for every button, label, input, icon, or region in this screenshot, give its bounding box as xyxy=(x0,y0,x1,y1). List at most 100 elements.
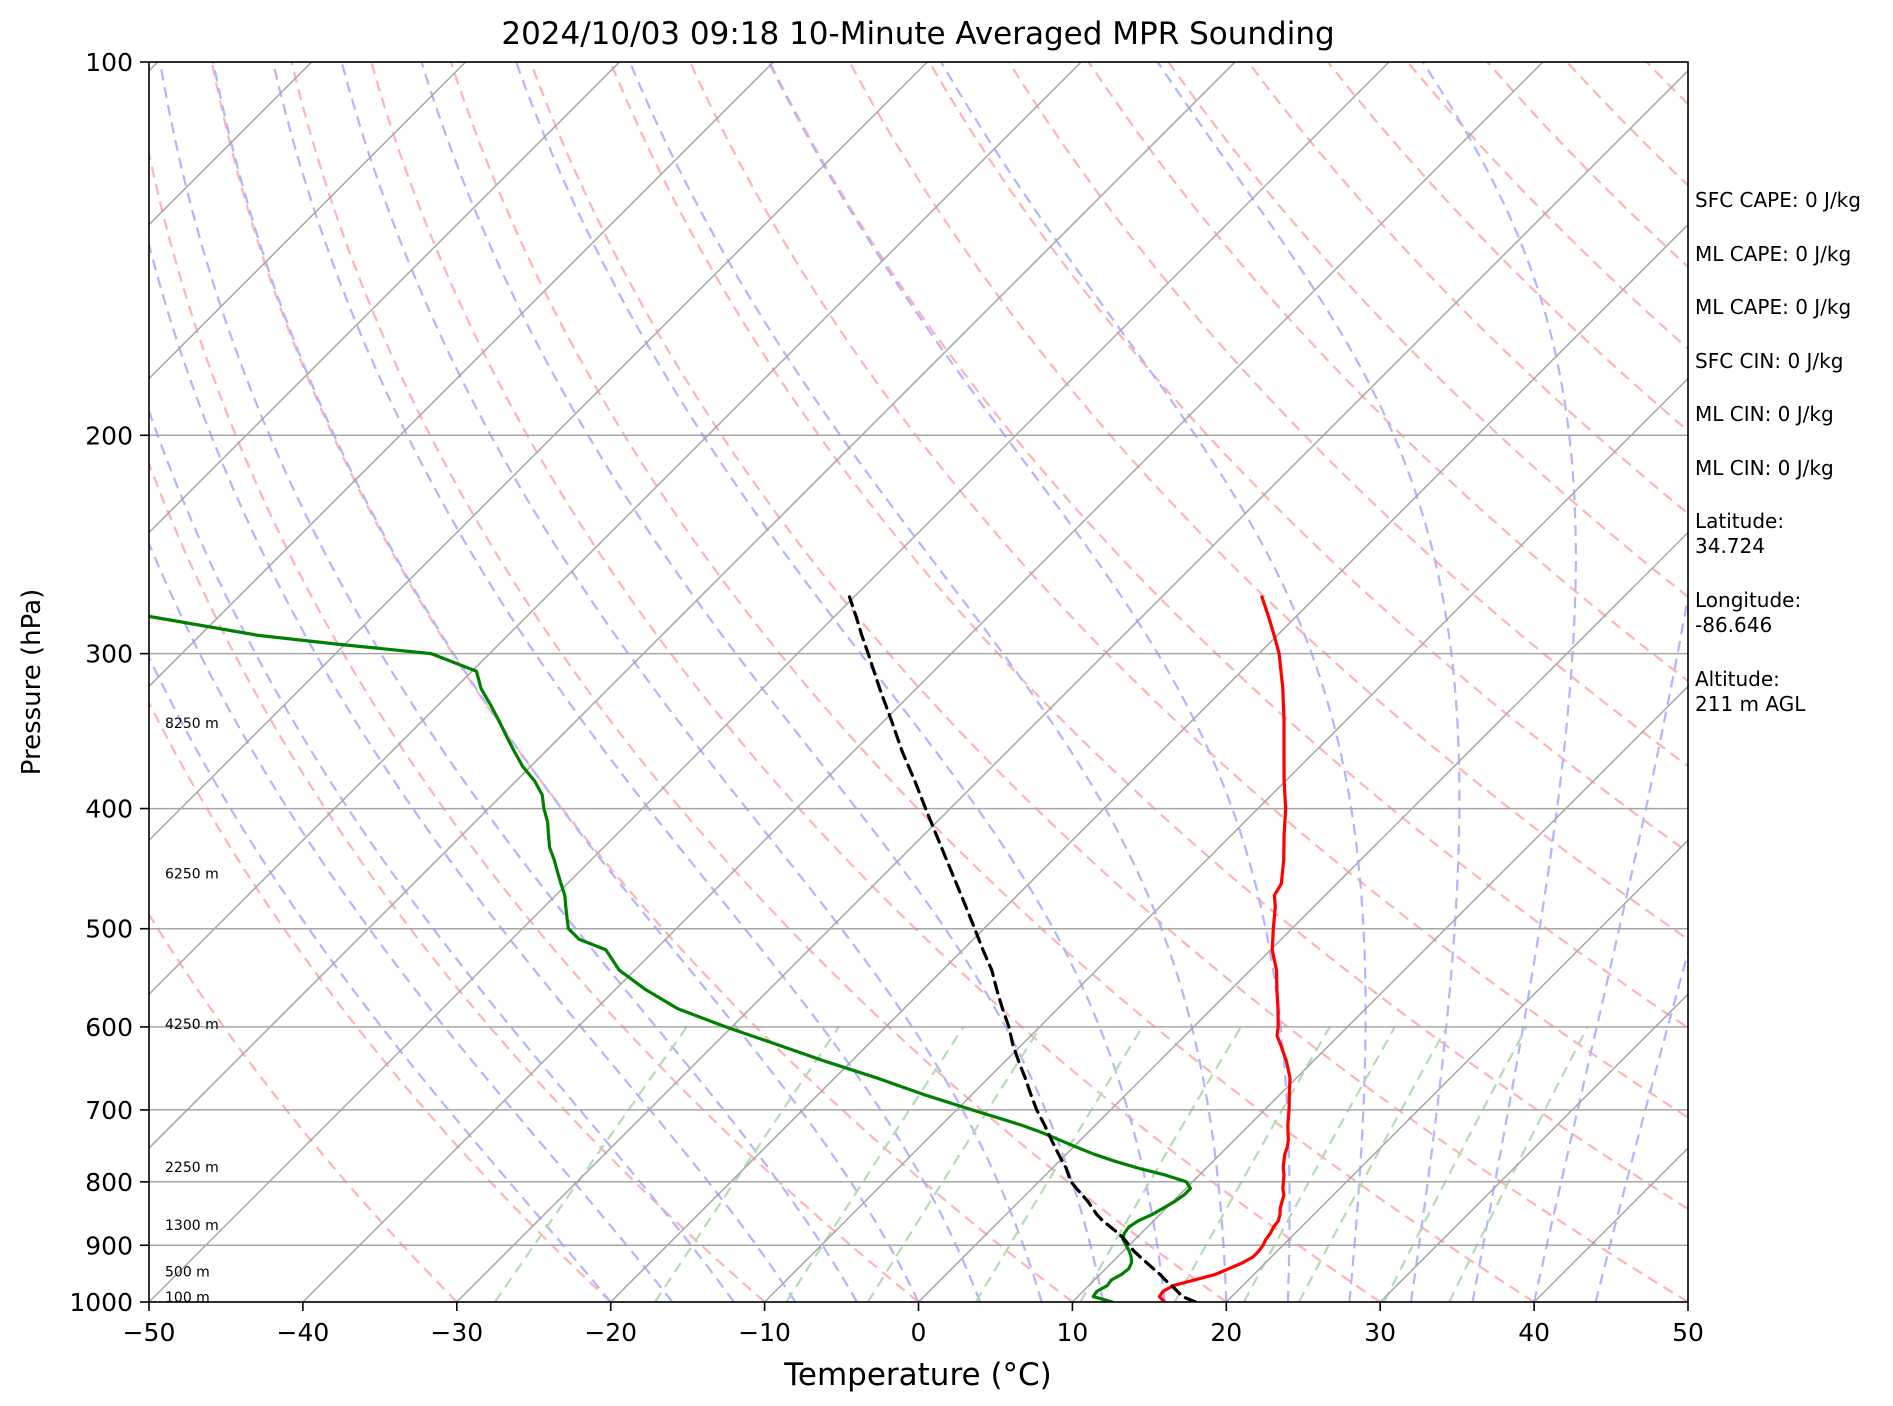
isotherm-line xyxy=(149,62,928,842)
x-tick-label: −20 xyxy=(584,1318,637,1347)
x-tick-label: −50 xyxy=(123,1318,176,1347)
x-tick-label: 50 xyxy=(1672,1318,1704,1347)
longitude-value: -86.646 xyxy=(1695,613,1773,637)
latitude-label: Latitude: xyxy=(1695,509,1785,533)
altitude-value: 211 m AGL xyxy=(1695,692,1806,716)
moist-adiabat-line xyxy=(515,62,1166,1302)
dry-adiabat-line xyxy=(1008,62,1688,768)
y-tick-label: 200 xyxy=(85,421,133,450)
x-axis-label: Temperature (°C) xyxy=(783,1357,1052,1393)
mixing-ratio-line xyxy=(653,1026,840,1302)
x-tick-label: 10 xyxy=(1056,1318,1088,1347)
y-tick-label: 800 xyxy=(85,1168,133,1197)
isotherm-line xyxy=(764,377,1688,1302)
height-label: 6250 m xyxy=(165,866,219,882)
moist-adiabat-line xyxy=(149,540,674,1302)
dry-adiabat-line xyxy=(449,62,1535,1302)
mixing-ratio-line xyxy=(1383,1026,1528,1302)
height-label: 100 m xyxy=(165,1290,210,1306)
altitude-label: Altitude: xyxy=(1695,667,1780,691)
isotherm-line xyxy=(149,62,467,380)
stat-ml-cape-2: ML CAPE: 0 J/kg xyxy=(1695,295,1852,319)
longitude-info: Longitude: -86.646 xyxy=(1695,588,1885,667)
temperature-trace xyxy=(1157,595,1292,1302)
dry-adiabat-line xyxy=(370,62,1381,1302)
moist-adiabat-line xyxy=(1421,62,1577,1302)
dewpoint-trace xyxy=(149,614,1193,1302)
mixing-ratio-line xyxy=(974,1026,1144,1302)
background-lines xyxy=(0,62,1688,1302)
height-label: 4250 m xyxy=(165,1017,219,1033)
dry-adiabat-line xyxy=(149,912,458,1302)
y-tick-label: 600 xyxy=(85,1013,133,1042)
y-tick-label: 1000 xyxy=(69,1288,133,1317)
stat-ml-cape: ML CAPE: 0 J/kg xyxy=(1695,241,1852,266)
mixing-ratio-line xyxy=(785,1026,965,1302)
isotherm-line xyxy=(302,62,1544,1302)
moist-adiabat-line xyxy=(420,62,1105,1302)
moist-adiabat-line xyxy=(158,62,858,1302)
dry-adiabat-line xyxy=(149,460,766,1302)
y-tick-label: 400 xyxy=(85,795,133,824)
mixing-ratio-line xyxy=(1298,1026,1448,1302)
dry-adiabat-line xyxy=(689,62,1688,1119)
x-tick-label: −40 xyxy=(277,1318,330,1347)
longitude-label: Longitude: xyxy=(1695,588,1802,612)
stat-ml-cin: ML CIN: 0 J/kg xyxy=(1695,402,1834,426)
dry-adiabat-line xyxy=(928,62,1688,854)
mixing-ratio-line xyxy=(493,1026,688,1302)
dry-adiabat-line xyxy=(1406,62,1688,351)
moist-adiabat-line xyxy=(149,240,797,1302)
x-tick-label: 0 xyxy=(911,1318,927,1347)
isotherm-line xyxy=(1071,685,1688,1302)
isotherm-line xyxy=(456,69,1688,1302)
moist-adiabat-line xyxy=(149,655,612,1302)
x-tick-label: 30 xyxy=(1364,1318,1396,1347)
moist-adiabat-line xyxy=(340,62,1043,1302)
sounding-traces xyxy=(149,595,1292,1302)
mixing-ratio-line xyxy=(866,1026,1042,1302)
y-tick-label: 500 xyxy=(85,915,133,944)
isotherm-line xyxy=(149,62,621,534)
x-tick-label: 20 xyxy=(1210,1318,1242,1347)
altitude-info: Altitude: 211 m AGL xyxy=(1695,667,1885,746)
stat-sfc-cin: SFC CIN: 0 J/kg xyxy=(1695,348,1844,373)
height-label: 500 m xyxy=(165,1265,210,1281)
moist-adiabat-line xyxy=(940,62,1367,1302)
moist-adiabat-line xyxy=(628,62,1228,1302)
moist-adiabat-line xyxy=(1594,948,1688,1302)
height-label: 1300 m xyxy=(165,1218,219,1234)
dry-adiabat-line xyxy=(529,62,1688,1302)
moist-adiabat-line xyxy=(212,62,920,1302)
sounding-stats-panel: SFC CAPE: 0 J/kg ML CAPE: 0 J/kg ML CAPE… xyxy=(1695,188,1885,746)
dry-adiabat-line xyxy=(768,62,1688,1030)
moist-adiabat-line xyxy=(149,407,735,1302)
height-label: 2250 m xyxy=(165,1160,219,1176)
moist-adiabat-line xyxy=(1533,590,1688,1302)
stat-sfc-cape: SFC CAPE: 0 J/kg xyxy=(1695,188,1861,212)
dry-adiabat-line xyxy=(609,62,1688,1211)
isotherm-line xyxy=(0,62,4,1302)
x-tick-label: −10 xyxy=(738,1318,791,1347)
moist-adiabat-line xyxy=(1156,62,1461,1302)
isotherm-line xyxy=(149,62,774,688)
isotherm-line xyxy=(1379,993,1688,1302)
isotherm-line xyxy=(149,62,1390,1302)
chart-title: 2024/10/03 09:18 10-Minute Averaged MPR … xyxy=(501,16,1334,52)
stat-ml-cin-2: ML CIN: 0 J/kg xyxy=(1695,455,1834,480)
parcel-path-trace xyxy=(847,595,1198,1302)
y-axis-label: Pressure (hPa) xyxy=(17,589,47,776)
y-tick-label: 900 xyxy=(85,1231,133,1260)
moist-adiabat-line xyxy=(271,62,982,1302)
height-label: 8250 m xyxy=(165,716,219,732)
isotherm-line xyxy=(917,531,1688,1302)
moist-adiabat-line xyxy=(767,62,1291,1302)
isotherm-line xyxy=(149,62,1082,996)
dry-adiabat-line xyxy=(149,148,920,1302)
isotherm-line xyxy=(610,223,1688,1302)
height-labels: 100 m 500 m 1300 m 2250 m 4250 m 6250 m 8250 m xyxy=(165,716,219,1306)
isotherm-line xyxy=(1225,839,1688,1302)
x-tick-label: −30 xyxy=(430,1318,483,1347)
axes: −50 −40 −30 −20 −10 0 10 20 30 40 50 100 200 300 400 50… xyxy=(69,48,1704,1347)
